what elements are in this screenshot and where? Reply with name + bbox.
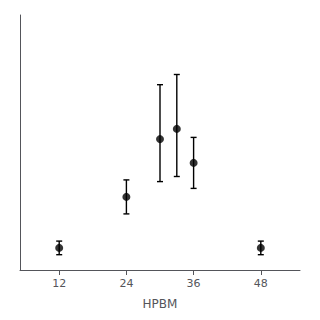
svg-text:HPBM: HPBM bbox=[143, 297, 178, 311]
svg-text:36: 36 bbox=[187, 277, 201, 290]
svg-text:48: 48 bbox=[254, 277, 268, 290]
svg-text:12: 12 bbox=[52, 277, 66, 290]
svg-text:24: 24 bbox=[119, 277, 133, 290]
